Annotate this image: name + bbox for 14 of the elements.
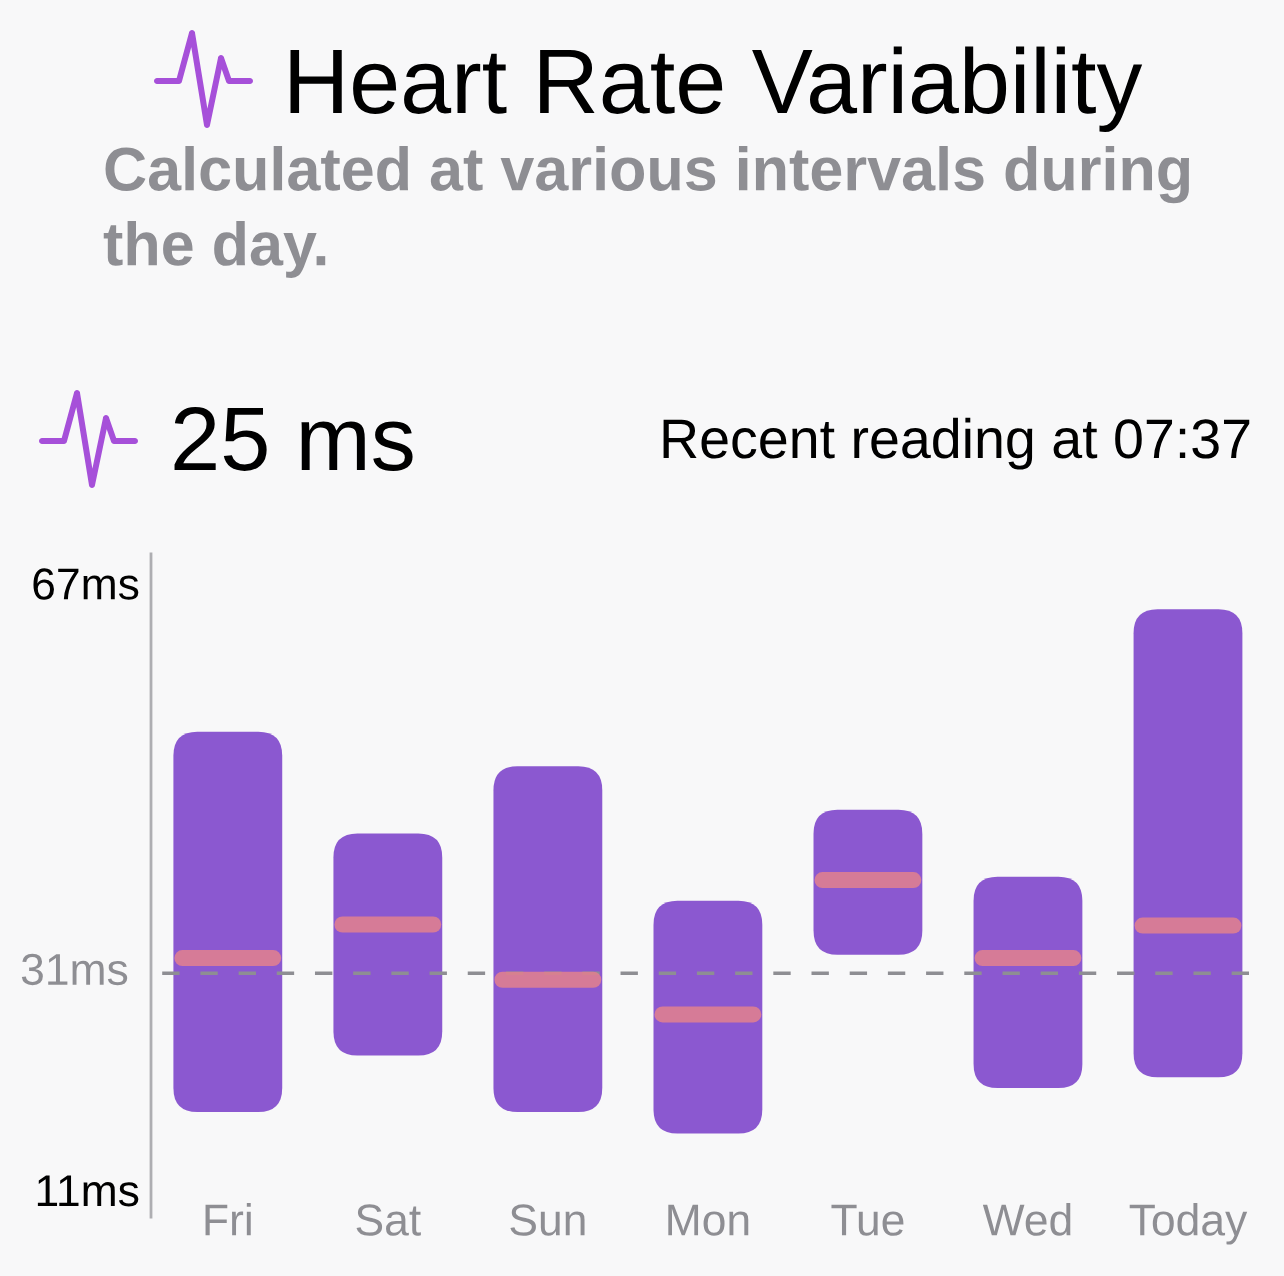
ref-line-label: 31ms (21, 953, 128, 986)
x-tick-label: Mon (668, 1204, 749, 1236)
y-tick-label: 11ms (37, 1175, 139, 1207)
chart-title: Heart Rate Variability (290, 46, 1143, 133)
text: Recent reading at 07:37 (663, 417, 1250, 470)
x-tick-label: Wed (982, 1203, 1071, 1236)
x-tick-label: Sun (510, 1204, 585, 1236)
y-tick-label: 67ms (33, 568, 139, 600)
text: 25 ms (174, 406, 413, 471)
x-tick-label: Sat (356, 1204, 421, 1236)
x-tick-label: Fri (205, 1203, 251, 1236)
chart-subtitle: Calculated at various intervals during the day. (103, 146, 1190, 278)
x-tick-label: Tue (831, 1204, 904, 1236)
x-tick-label: Today (1129, 1203, 1248, 1245)
